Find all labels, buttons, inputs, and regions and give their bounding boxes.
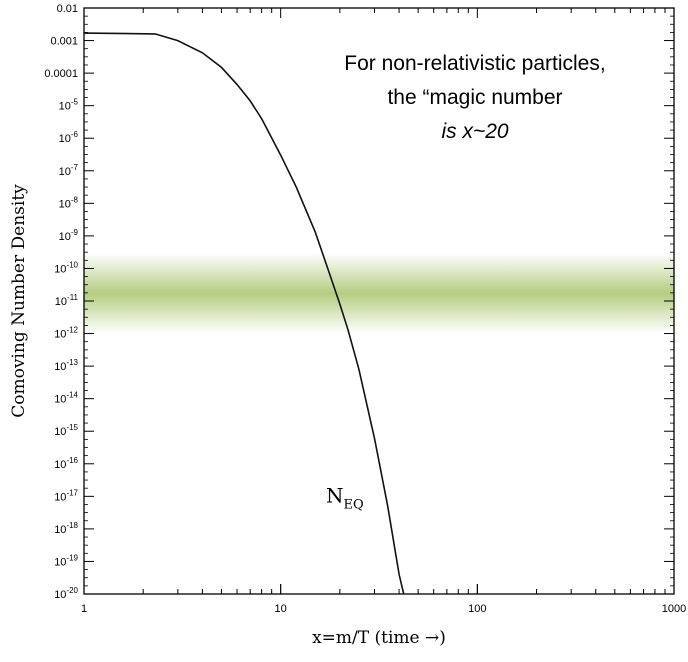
y-tick-label-exponent: -7 bbox=[71, 163, 79, 172]
y-tick-label-exponent: -15 bbox=[66, 423, 78, 432]
y-tick-label: 10-17 bbox=[54, 488, 78, 503]
annotation-line-1: For non-relativistic particles, bbox=[344, 52, 605, 75]
curve-label-main: N bbox=[326, 483, 344, 507]
y-tick-label-exponent: -18 bbox=[66, 521, 78, 530]
annotation-line-3: is x~20 bbox=[441, 120, 508, 143]
y-tick-label-base: 10 bbox=[54, 394, 66, 406]
y-tick-label-exponent: -20 bbox=[66, 586, 78, 595]
y-tick-label-base: 0.0001 bbox=[44, 68, 78, 80]
y-tick-label-base: 0.01 bbox=[57, 3, 78, 15]
y-tick-label: 0.001 bbox=[50, 36, 78, 48]
y-tick-label: 10-9 bbox=[59, 228, 79, 243]
y-tick-label-base: 10 bbox=[59, 166, 71, 178]
y-tick-label: 10-12 bbox=[54, 326, 78, 341]
y-tick-label-exponent: -17 bbox=[66, 488, 78, 497]
y-tick-label-exponent: -9 bbox=[71, 228, 79, 237]
highlight-band bbox=[84, 252, 674, 334]
curve-label-subscript: EQ bbox=[343, 497, 363, 512]
series-line-0 bbox=[84, 32, 405, 594]
y-tick-label-base: 10 bbox=[54, 491, 66, 503]
y-tick-label-base: 10 bbox=[55, 296, 67, 308]
y-tick-label-exponent: -14 bbox=[66, 391, 78, 400]
y-tick-label: 10-8 bbox=[59, 195, 79, 210]
y-tick-label-exponent: -13 bbox=[66, 358, 78, 367]
y-tick-label: 10-15 bbox=[54, 423, 78, 438]
y-tick-label: 10-5 bbox=[59, 98, 79, 113]
y-tick-label-base: 10 bbox=[54, 524, 66, 536]
curve-label-neq: NEQ bbox=[326, 483, 364, 512]
y-tick-label-exponent: -19 bbox=[66, 553, 78, 562]
y-tick-label-exponent: -8 bbox=[71, 195, 79, 204]
y-tick-label-exponent: -10 bbox=[66, 260, 78, 269]
y-tick-label-base: 10 bbox=[54, 426, 66, 438]
y-tick-label-base: 10 bbox=[54, 361, 66, 373]
y-tick-label: 0.0001 bbox=[44, 68, 78, 80]
y-tick-label: 10-11 bbox=[55, 293, 79, 308]
y-tick-label: 10-19 bbox=[54, 553, 78, 568]
y-tick-label-base: 10 bbox=[54, 459, 66, 471]
y-tick-label-base: 10 bbox=[59, 133, 71, 145]
y-tick-label-base: 10 bbox=[59, 198, 71, 210]
x-tick-label: 1000 bbox=[662, 603, 686, 615]
y-tick-label-exponent: -6 bbox=[71, 130, 79, 139]
y-tick-label: 10-13 bbox=[54, 358, 78, 373]
x-tick-label: 1 bbox=[81, 603, 87, 615]
y-axis-title: Comoving Number Density bbox=[9, 184, 29, 418]
y-tick-label-base: 10 bbox=[54, 263, 66, 275]
y-tick-label-base: 10 bbox=[54, 589, 66, 601]
y-tick-label: 10-16 bbox=[54, 456, 78, 471]
x-axis-title: x=m/T (time →) bbox=[312, 628, 446, 648]
x-tick-label: 100 bbox=[468, 603, 486, 615]
y-tick-label-exponent: -12 bbox=[66, 326, 78, 335]
x-tick-label: 10 bbox=[275, 603, 287, 615]
y-tick-label: 10-10 bbox=[54, 260, 78, 275]
annotation-text: For non-relativistic particles, the “mag… bbox=[344, 52, 605, 143]
y-tick-label: 0.01 bbox=[57, 3, 78, 15]
y-tick-label-exponent: -11 bbox=[67, 293, 79, 302]
y-tick-label: 10-20 bbox=[54, 586, 78, 601]
y-tick-label: 10-6 bbox=[59, 130, 79, 145]
y-tick-label: 10-7 bbox=[59, 163, 79, 178]
y-tick-label-base: 10 bbox=[59, 231, 71, 243]
y-tick-label-base: 10 bbox=[59, 101, 71, 113]
y-tick-label-base: 0.001 bbox=[50, 36, 78, 48]
y-tick-label: 10-14 bbox=[54, 391, 78, 406]
annotation-line-2: the “magic number bbox=[387, 86, 562, 109]
y-tick-label-exponent: -5 bbox=[71, 98, 79, 107]
y-tick-label-exponent: -16 bbox=[66, 456, 78, 465]
y-tick-label: 10-18 bbox=[54, 521, 78, 536]
y-tick-label-base: 10 bbox=[54, 556, 66, 568]
y-tick-label-base: 10 bbox=[54, 329, 66, 341]
